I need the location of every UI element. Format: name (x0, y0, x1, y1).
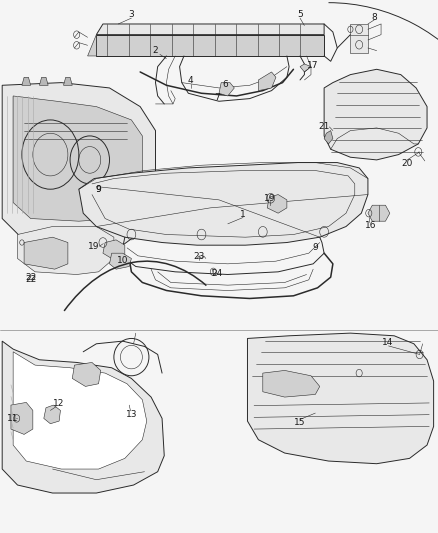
Polygon shape (324, 69, 427, 160)
Polygon shape (88, 35, 96, 56)
Polygon shape (39, 77, 48, 85)
Polygon shape (2, 83, 155, 248)
Text: 11: 11 (7, 414, 18, 423)
Text: 9: 9 (95, 185, 102, 193)
Polygon shape (11, 402, 33, 434)
Polygon shape (258, 72, 276, 91)
Polygon shape (13, 352, 147, 469)
Text: 20: 20 (402, 159, 413, 168)
Polygon shape (2, 341, 164, 493)
Polygon shape (96, 24, 324, 35)
Text: 22: 22 (25, 276, 36, 284)
Text: 9: 9 (312, 244, 318, 252)
Text: 19: 19 (88, 242, 100, 251)
Polygon shape (22, 77, 31, 85)
Text: 15: 15 (294, 418, 306, 427)
Polygon shape (267, 195, 287, 213)
Text: 5: 5 (297, 11, 303, 19)
Polygon shape (96, 35, 324, 56)
Polygon shape (247, 333, 434, 464)
Polygon shape (263, 370, 320, 397)
Text: 19: 19 (264, 194, 275, 203)
Polygon shape (219, 83, 234, 96)
Text: 10: 10 (117, 256, 128, 264)
Text: 1: 1 (240, 210, 246, 219)
Text: 21: 21 (318, 123, 330, 131)
Text: 13: 13 (126, 410, 137, 419)
Text: 6: 6 (223, 80, 229, 88)
Text: 24: 24 (212, 270, 223, 278)
Polygon shape (103, 240, 125, 259)
Polygon shape (368, 205, 390, 221)
Polygon shape (300, 64, 311, 72)
Polygon shape (324, 131, 333, 144)
Text: 12: 12 (53, 399, 65, 408)
Text: 22: 22 (25, 273, 36, 282)
Text: 9: 9 (95, 185, 102, 193)
Text: 7: 7 (214, 93, 220, 101)
Polygon shape (24, 237, 68, 269)
Polygon shape (18, 227, 114, 274)
Polygon shape (350, 24, 368, 53)
Text: 17: 17 (307, 61, 319, 69)
Polygon shape (79, 163, 368, 245)
Polygon shape (13, 96, 142, 221)
Polygon shape (64, 77, 72, 85)
Text: 16: 16 (365, 221, 377, 230)
Polygon shape (72, 362, 101, 386)
Polygon shape (110, 253, 131, 269)
Text: 14: 14 (382, 338, 393, 347)
Text: 2: 2 (153, 46, 158, 55)
Text: 8: 8 (371, 13, 378, 21)
Text: 23: 23 (194, 253, 205, 261)
Polygon shape (44, 405, 60, 424)
Text: 4: 4 (188, 76, 193, 85)
Text: 3: 3 (128, 11, 134, 19)
